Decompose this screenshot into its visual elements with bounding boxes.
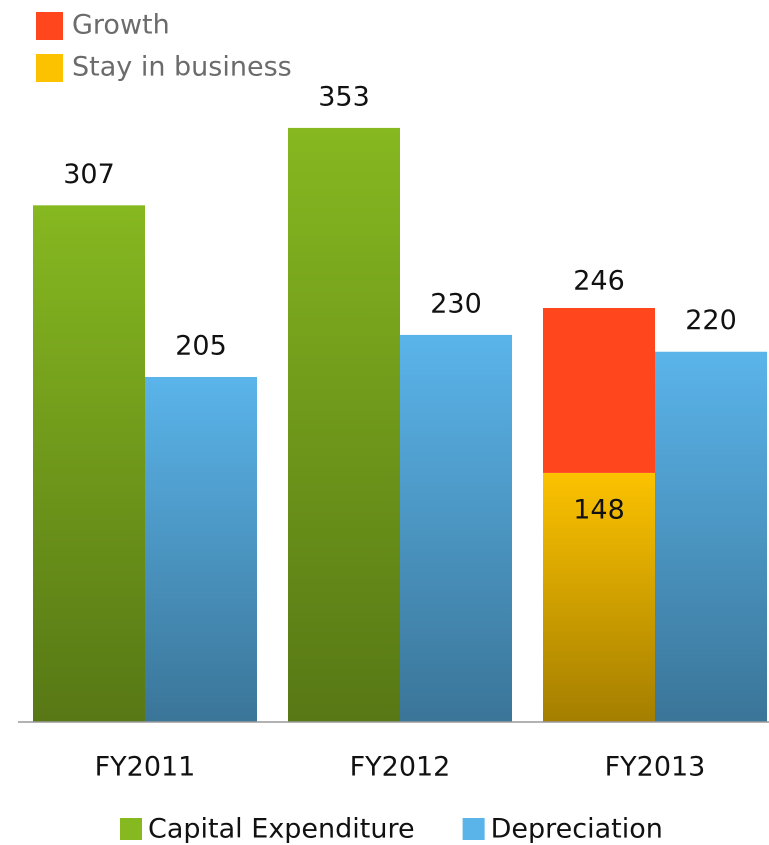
- data-label: 148: [573, 494, 625, 525]
- legend-swatch: [36, 54, 63, 82]
- legend-swatch: [462, 818, 485, 840]
- legend-label: Stay in business: [72, 52, 292, 83]
- bar-shade: [288, 127, 400, 722]
- x-tick-label: FY2012: [350, 752, 451, 783]
- data-label: 205: [175, 330, 227, 361]
- x-tick-label: FY2011: [95, 752, 196, 783]
- legend-swatch: [120, 818, 142, 840]
- bar-shade: [655, 351, 767, 722]
- bar-shade: [543, 472, 655, 722]
- bar-shade: [33, 205, 145, 723]
- data-label: 353: [318, 81, 370, 112]
- legend-label: Growth: [72, 10, 170, 41]
- data-label: 220: [685, 305, 737, 336]
- bar-shade: [145, 376, 257, 722]
- bar-shade: [400, 334, 512, 722]
- data-label: 307: [63, 159, 115, 190]
- bar: [543, 307, 655, 473]
- data-label: 230: [430, 288, 482, 319]
- legend-swatch: [36, 12, 63, 40]
- x-tick-label: FY2013: [605, 752, 706, 783]
- total-label: 246: [573, 265, 625, 296]
- legend-label: Depreciation: [491, 814, 663, 845]
- legend-label: Capital Expenditure: [148, 814, 415, 845]
